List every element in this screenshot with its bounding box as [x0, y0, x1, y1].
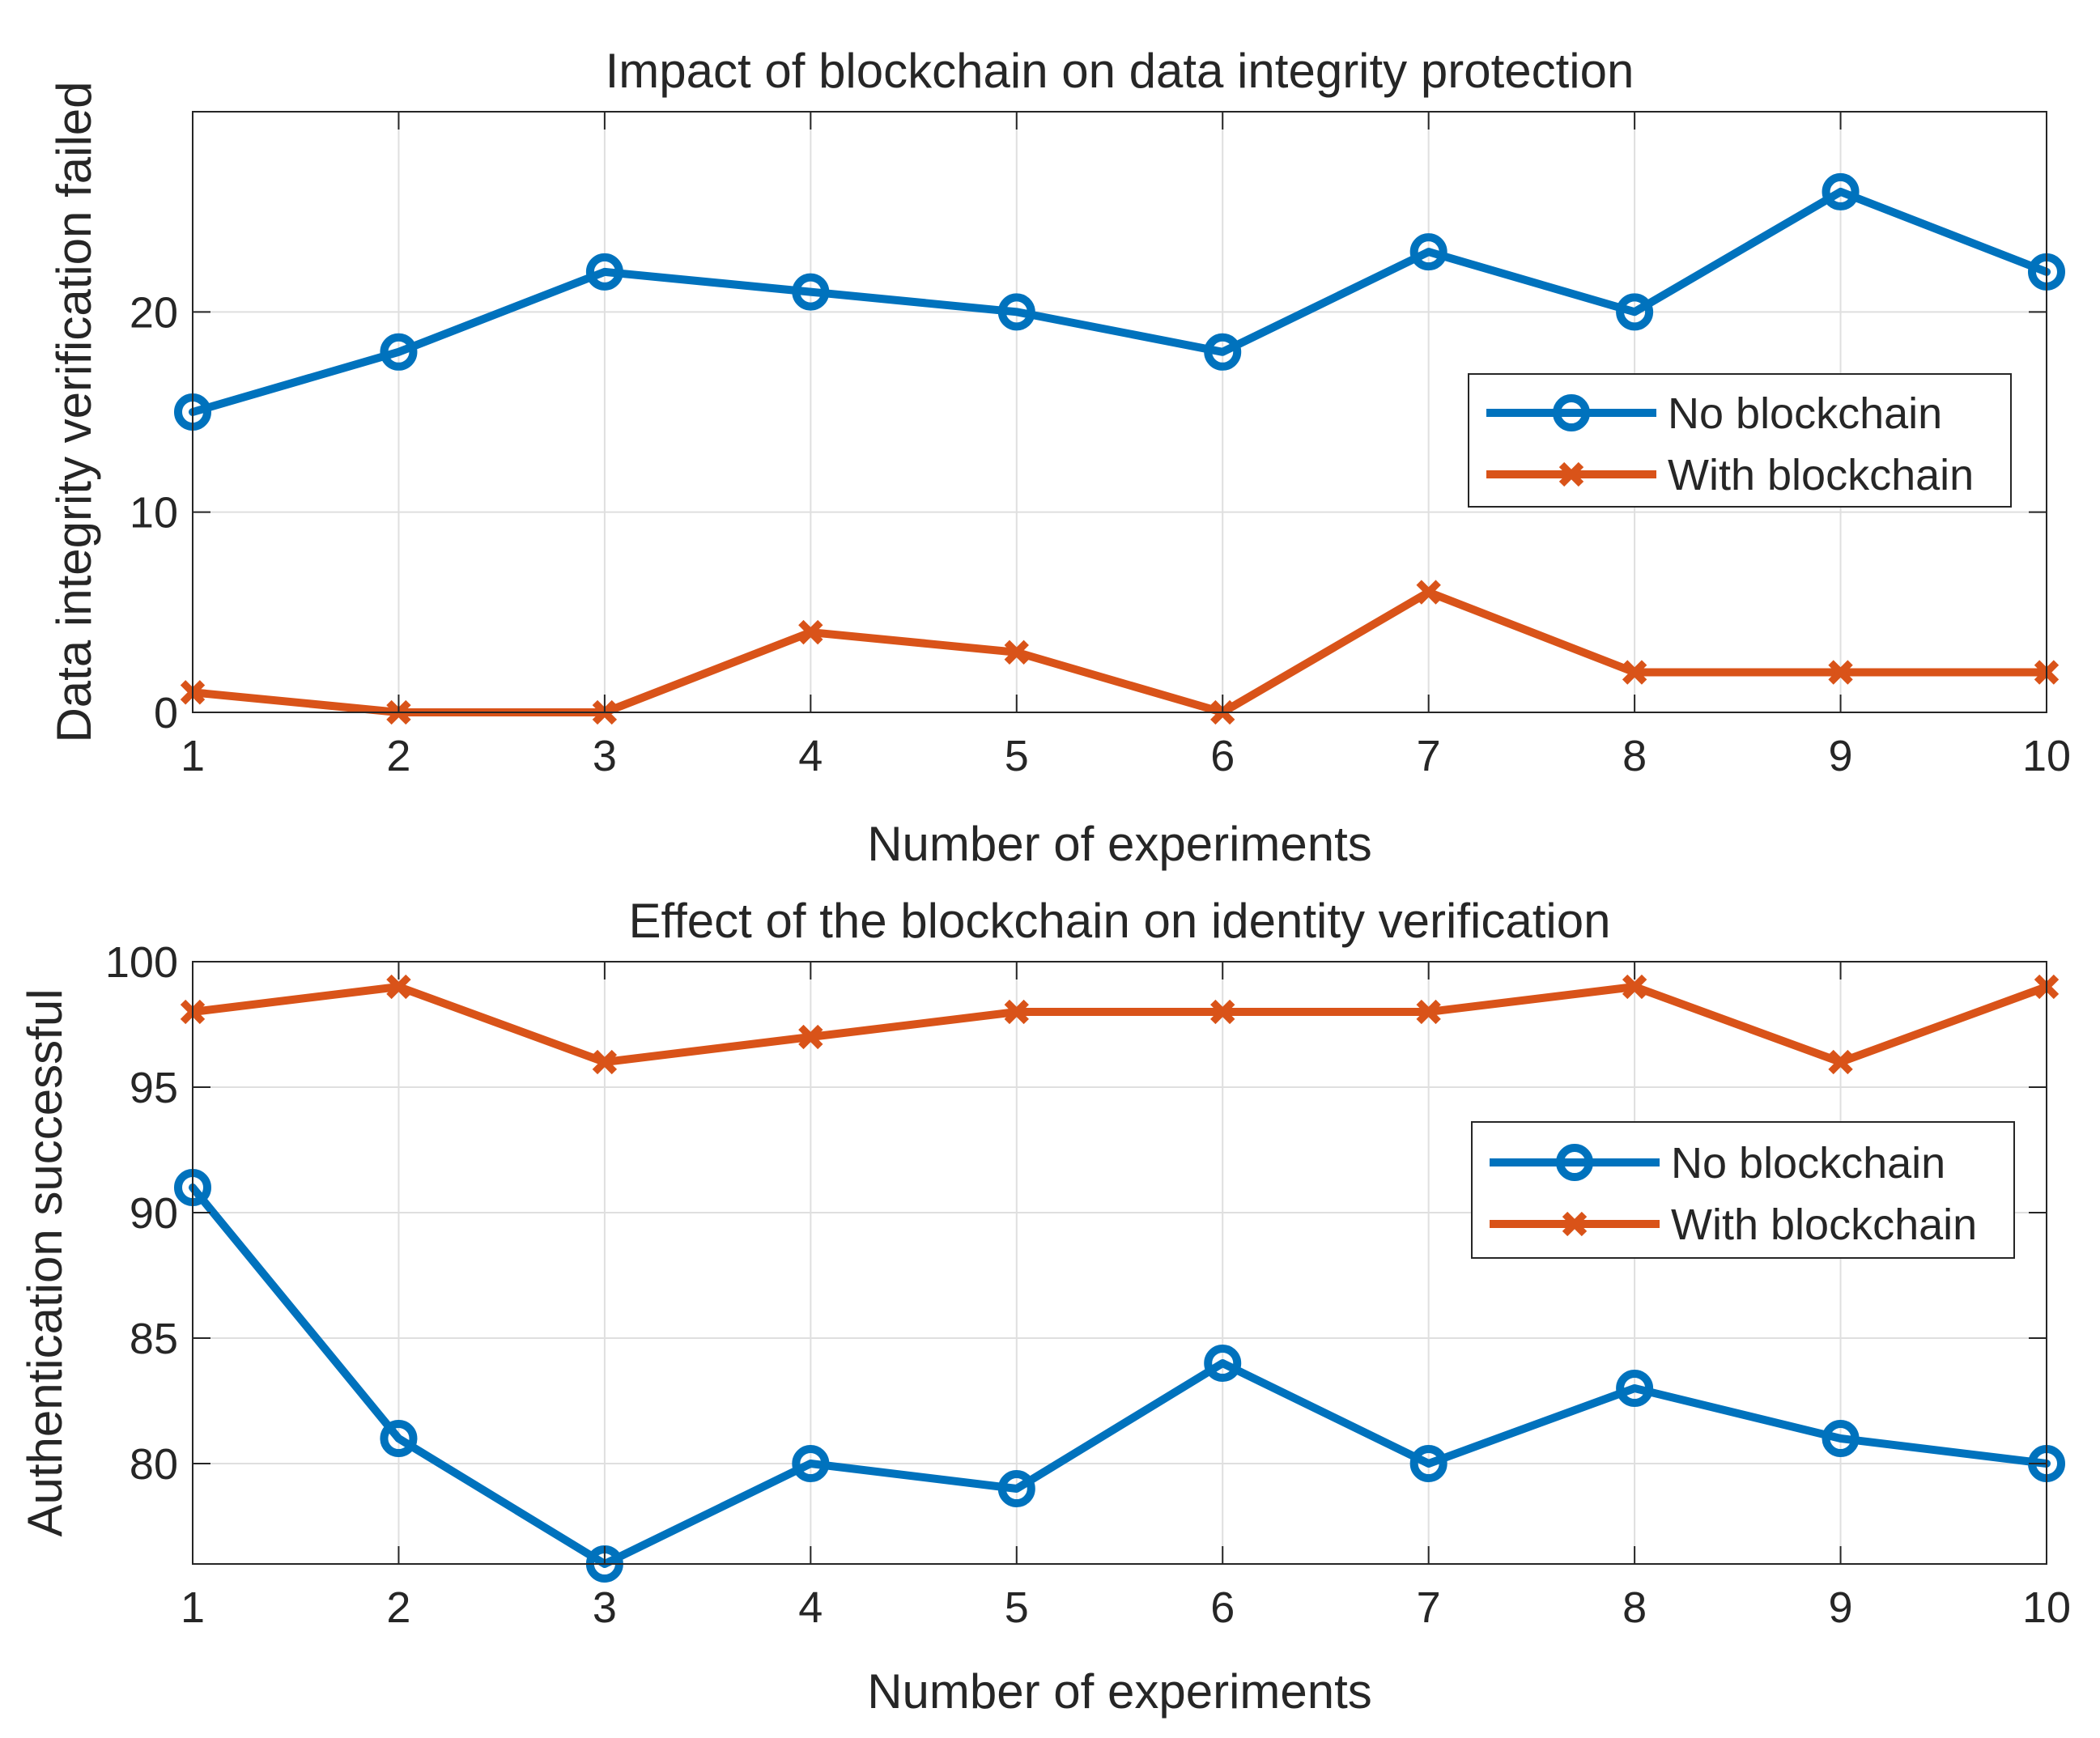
data-point-no-blockchain	[997, 293, 1035, 331]
chart-title: Impact of blockchain on data integrity p…	[606, 44, 1635, 98]
legend-label: No blockchain	[1671, 1139, 1945, 1188]
ticks: 1 2 3 4 5 6 7 8 9 10 0 10 20	[130, 112, 2071, 780]
chart-title: Effect of the blockchain on identity ver…	[629, 894, 1611, 948]
data-point-no-blockchain	[380, 1420, 418, 1457]
x-tick-label: 10	[2022, 732, 2071, 780]
series-line-with-blockchain	[189, 983, 2051, 1066]
legend-box	[1471, 1121, 2015, 1259]
legend-label: With blockchain	[1668, 451, 1974, 499]
x-tick-label: 3	[593, 732, 617, 780]
legend-entry-no-blockchain: No blockchain	[1486, 389, 1942, 438]
data-point-no-blockchain	[1822, 1420, 1860, 1457]
x-axis-label: Number of experiments	[867, 1664, 1372, 1719]
axes-box	[192, 111, 2047, 713]
data-point-with-blockchain	[1622, 660, 1647, 685]
series-line-no-blockchain	[189, 187, 2051, 416]
data-point-with-blockchain	[798, 1024, 823, 1050]
legend-circle-marker-icon	[1553, 394, 1590, 431]
data-point-with-blockchain	[1622, 974, 1647, 1000]
x-tick-label: 4	[798, 1583, 823, 1632]
data-point-with-blockchain	[1828, 1049, 1853, 1075]
x-tick-label: 7	[1417, 732, 1441, 780]
data-point-no-blockchain	[1616, 293, 1654, 331]
data-point-with-blockchain	[1004, 640, 1029, 665]
x-tick-label: 7	[1417, 1583, 1441, 1632]
data-point-with-blockchain	[1828, 660, 1853, 685]
x-tick-label: 10	[2022, 1583, 2071, 1632]
data-point-with-blockchain	[1416, 999, 1441, 1025]
legend-x-marker-icon	[1558, 461, 1584, 487]
x-tick-label: 8	[1622, 1583, 1647, 1632]
y-tick-label: 0	[154, 689, 178, 737]
x-axis-label: Number of experiments	[867, 817, 1372, 871]
subplot-identity-verification: 1 2 3 4 5 6 7 8 9 10 80 85 90 95 100 Effect of the blo…	[18, 894, 2071, 1719]
y-tick-label: 85	[130, 1315, 178, 1363]
data-point-no-blockchain	[1409, 1445, 1447, 1482]
legend-entry-with-blockchain: With blockchain	[1490, 1200, 1977, 1249]
legend-box	[1468, 373, 2012, 508]
data-point-with-blockchain	[592, 1049, 618, 1075]
legend-entry-no-blockchain: No blockchain	[1490, 1139, 1945, 1188]
y-tick-label: 10	[130, 489, 178, 538]
data-point-no-blockchain	[1204, 333, 1242, 371]
axes-box	[192, 961, 2047, 1565]
x-tick-label: 4	[798, 732, 823, 780]
data-point-no-blockchain	[380, 333, 418, 371]
data-point-with-blockchain	[1416, 580, 1441, 605]
x-tick-label: 3	[593, 1583, 617, 1632]
x-tick-label: 5	[1005, 1583, 1029, 1632]
x-tick-label: 6	[1210, 1583, 1235, 1632]
y-tick-label: 80	[130, 1440, 178, 1489]
series-line-no-blockchain	[189, 1183, 2051, 1568]
x-tick-label: 5	[1005, 732, 1029, 780]
x-tick-label: 8	[1622, 732, 1647, 780]
y-axis-label: Authentication successful	[18, 988, 72, 1536]
legend-x-marker-icon	[1562, 1211, 1588, 1237]
x-tick-label: 1	[181, 732, 205, 780]
data-point-no-blockchain	[1616, 1370, 1654, 1407]
x-tick-label: 2	[386, 732, 410, 780]
subplot-data-integrity: 1 2 3 4 5 6 7 8 9 10 0 10 20 Impact of blockchain on…	[47, 44, 2071, 871]
y-tick-label: 90	[130, 1189, 178, 1238]
x-tick-label: 1	[181, 1583, 205, 1632]
data-point-no-blockchain	[792, 273, 830, 311]
x-tick-label: 2	[386, 1583, 410, 1632]
data-point-with-blockchain	[1004, 999, 1029, 1025]
legend-label: With blockchain	[1671, 1200, 1977, 1249]
y-tick-label: 95	[130, 1064, 178, 1112]
data-point-no-blockchain	[1822, 172, 1860, 210]
data-point-no-blockchain	[997, 1470, 1035, 1507]
y-tick-label: 100	[105, 938, 178, 987]
legend: No blockchain With blockchain	[1468, 373, 2012, 508]
plot-area-background	[193, 962, 2047, 1564]
data-point-no-blockchain	[792, 1445, 830, 1482]
x-tick-label: 6	[1210, 732, 1235, 780]
x-tick-label: 9	[1829, 732, 1853, 780]
legend: No blockchain With blockchain	[1471, 1121, 2015, 1259]
legend-entry-with-blockchain: With blockchain	[1486, 451, 1974, 499]
ticks: 1 2 3 4 5 6 7 8 9 10 80 85 90 95 100	[105, 938, 2071, 1632]
legend-circle-marker-icon	[1556, 1144, 1593, 1181]
y-tick-label: 20	[130, 288, 178, 337]
x-tick-label: 9	[1829, 1583, 1853, 1632]
data-point-no-blockchain	[1409, 233, 1447, 271]
data-point-no-blockchain	[1204, 1345, 1242, 1382]
data-point-no-blockchain	[585, 253, 623, 291]
data-point-with-blockchain	[386, 974, 411, 1000]
y-axis-label: Data integrity verification failed	[47, 81, 101, 742]
legend-label: No blockchain	[1668, 389, 1942, 438]
data-point-with-blockchain	[1210, 999, 1235, 1025]
data-point-with-blockchain	[798, 619, 823, 645]
